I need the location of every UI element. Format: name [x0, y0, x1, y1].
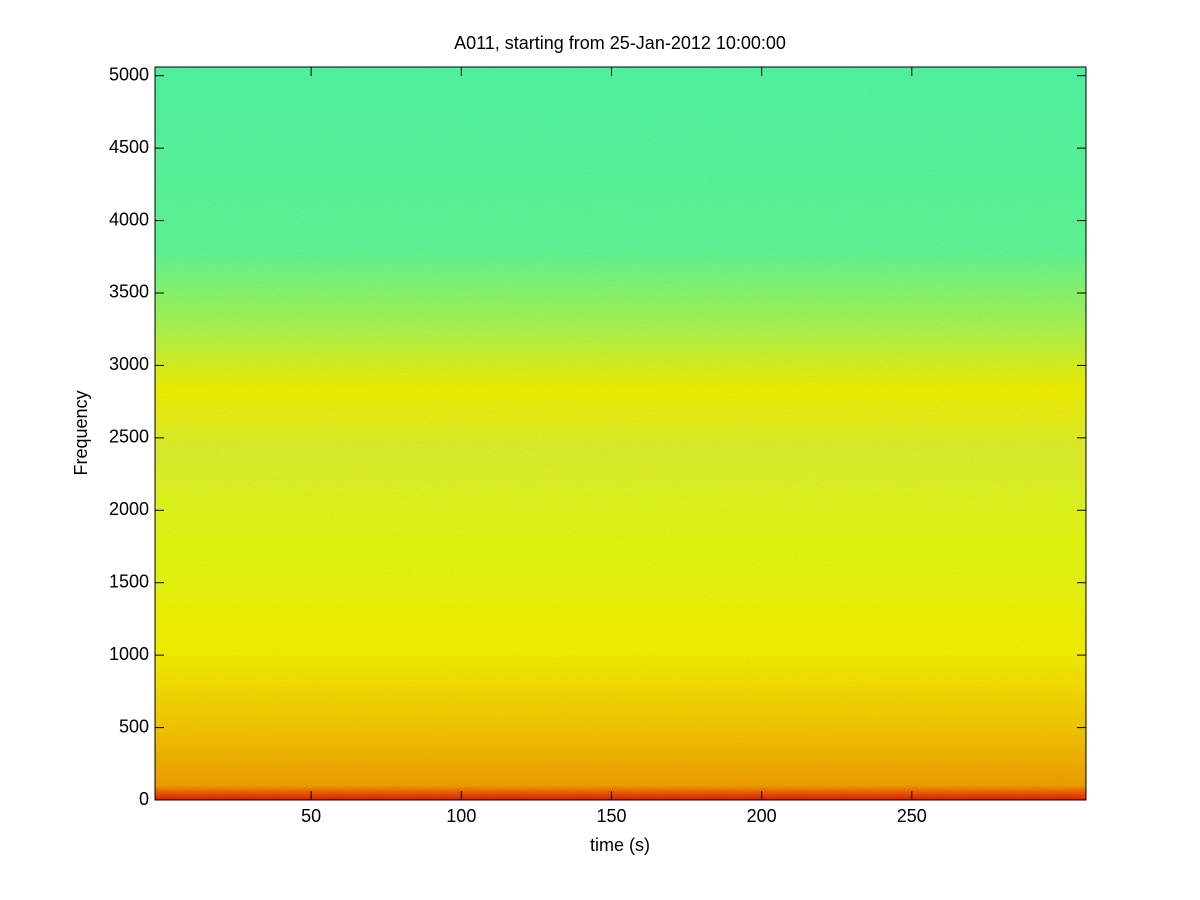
y-tick-label: 3500: [109, 282, 149, 302]
x-tick-label: 100: [446, 806, 476, 826]
x-tick-label: 200: [747, 806, 777, 826]
spectrogram-fill: [155, 67, 1086, 800]
y-tick-label: 2000: [109, 499, 149, 519]
x-tick-label: 250: [897, 806, 927, 826]
y-tick-label: 3000: [109, 354, 149, 374]
x-tick-label: 150: [596, 806, 626, 826]
y-tick-label: 5000: [109, 64, 149, 84]
x-tick-label: 50: [301, 806, 321, 826]
y-tick-label: 2500: [109, 427, 149, 447]
y-tick-label: 4500: [109, 137, 149, 157]
y-tick-label: 500: [119, 716, 149, 736]
y-tick-label: 1500: [109, 571, 149, 591]
y-tick-label: 1000: [109, 644, 149, 664]
spectrogram-image: [155, 67, 1086, 800]
x-axis-label: time (s): [590, 835, 650, 855]
y-tick-label: 4000: [109, 209, 149, 229]
y-tick-label: 0: [139, 789, 149, 809]
plot-frame: [154, 66, 1087, 801]
chart-title: A011, starting from 25-Jan-2012 10:00:00: [454, 33, 786, 53]
y-axis-label: Frequency: [71, 390, 91, 475]
